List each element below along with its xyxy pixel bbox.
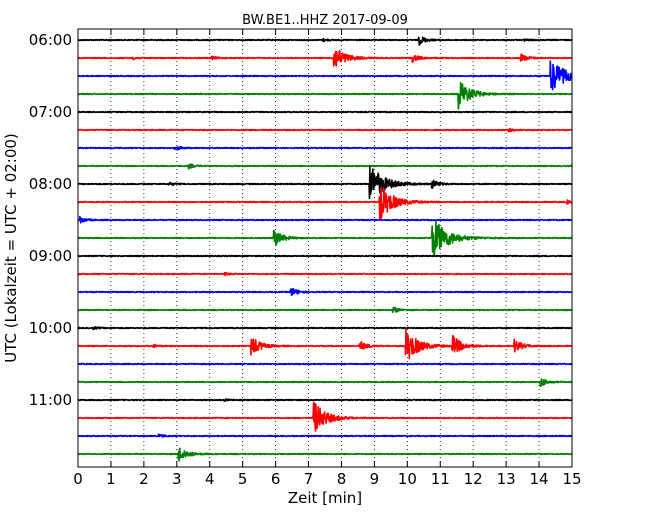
y-tick-label: 11:00 <box>29 391 72 409</box>
x-tick-label: 6 <box>271 470 281 488</box>
trace-0600 <box>77 36 573 46</box>
x-tick-label: 15 <box>562 470 581 488</box>
y-tick-label: 10:00 <box>29 319 72 337</box>
trace-0900 <box>77 254 573 258</box>
x-tick-label: 10 <box>398 470 417 488</box>
x-tick-label: 7 <box>304 470 314 488</box>
trace-1000 <box>77 326 573 331</box>
chart-title: BW.BE1..HHZ 2017-09-09 <box>242 13 408 28</box>
x-tick-label: 0 <box>73 470 83 488</box>
x-tick-label: 12 <box>464 470 483 488</box>
y-axis-label: UTC (Lokalzeit = UTC + 02:00) <box>2 133 20 363</box>
traces <box>77 36 573 462</box>
trace-1045 <box>77 378 573 388</box>
y-tick-label: 07:00 <box>29 103 72 121</box>
y-tick-label: 06:00 <box>29 31 72 49</box>
trace-0615 <box>77 49 573 67</box>
trace-0830 <box>77 215 573 224</box>
x-tick-label: 1 <box>106 470 116 488</box>
trace-0945 <box>77 306 573 314</box>
x-tick-label: 13 <box>497 470 516 488</box>
x-axis-label: Zeit [min] <box>288 489 362 507</box>
trace-1015 <box>77 328 573 360</box>
trace-1130 <box>77 433 573 438</box>
trace-0630 <box>77 60 573 91</box>
plot-frame <box>77 28 573 468</box>
trace-0745 <box>77 163 573 170</box>
y-tick-label: 09:00 <box>29 247 72 265</box>
x-tick-label: 3 <box>172 470 182 488</box>
trace-0800 <box>77 166 573 200</box>
trace-0930 <box>77 287 573 297</box>
x-axis: 0 1 2 3 4 5 6 7 8 9 10 11 12 13 14 15 <box>73 29 582 488</box>
y-axis: 06:00 07:00 08:00 09:00 10:00 11:00 <box>29 31 572 409</box>
trace-0730 <box>77 145 573 151</box>
trace-0715 <box>77 127 573 133</box>
trace-0915 <box>77 271 573 276</box>
trace-1145 <box>77 447 573 462</box>
x-tick-label: 4 <box>205 470 215 488</box>
x-tick-label: 14 <box>530 470 549 488</box>
trace-0845 <box>77 220 573 257</box>
y-tick-label: 08:00 <box>29 175 72 193</box>
x-tick-label: 5 <box>238 470 248 488</box>
trace-0700 <box>77 110 573 114</box>
x-tick-label: 2 <box>139 470 149 488</box>
trace-1100 <box>77 398 573 403</box>
trace-0815 <box>77 186 573 221</box>
x-tick-label: 11 <box>431 470 450 488</box>
x-tick-label: 8 <box>337 470 347 488</box>
x-tick-label: 9 <box>370 470 380 488</box>
trace-0645 <box>77 81 573 110</box>
trace-1030 <box>77 362 573 366</box>
trace-1115 <box>77 401 573 432</box>
